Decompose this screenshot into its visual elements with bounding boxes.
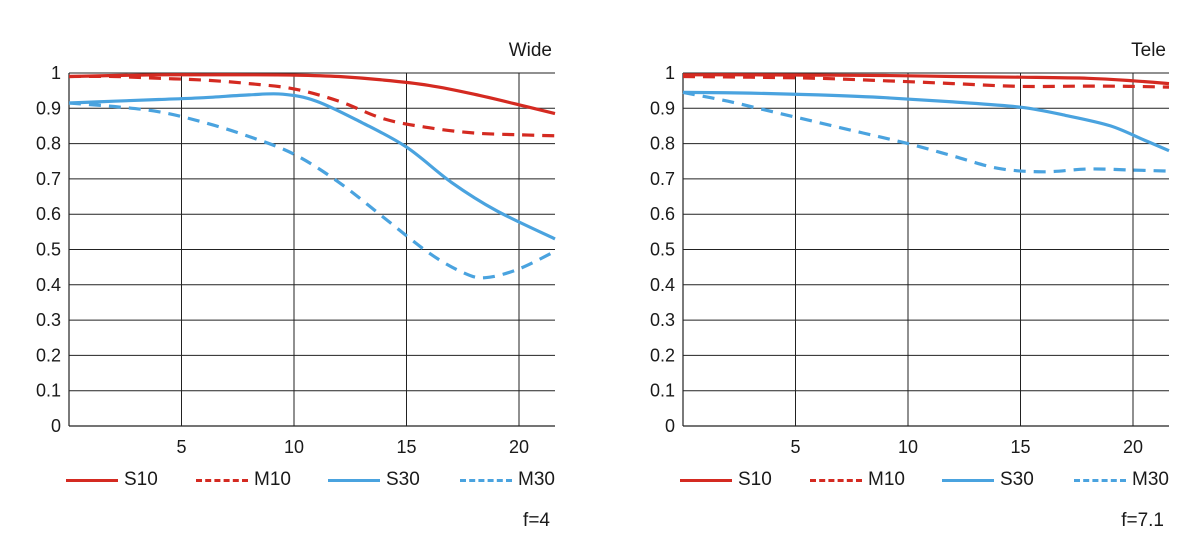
y-tick-label: 0.1 <box>36 381 61 401</box>
series-line-s30 <box>68 92 556 241</box>
y-tick-label: 0.1 <box>650 381 675 401</box>
x-tick-label: 5 <box>790 437 800 457</box>
legend-item-s30: S30 <box>328 468 420 492</box>
mtf-chart-wide: 00.10.20.30.40.50.60.70.80.915 10 15 20 <box>36 63 556 457</box>
y-tick-label: 0.2 <box>36 345 61 365</box>
y-tick-label: 0.4 <box>650 275 675 295</box>
series-line-m30 <box>682 90 1170 174</box>
y-tick-label: 0.8 <box>36 134 61 154</box>
legend: S10 M10 S30 M30 <box>66 468 556 492</box>
series-line-s10 <box>682 73 1170 86</box>
legend-item-m30: M30 <box>460 468 555 492</box>
legend-item-s10: S10 <box>66 468 158 492</box>
legend-item-s30: S30 <box>942 468 1034 492</box>
y-tick-label: 0.6 <box>36 204 61 224</box>
y-tick-label: 0.9 <box>650 98 675 118</box>
mtf-chart-tele: 00.10.20.30.40.50.60.70.80.915 10 15 20 <box>650 63 1170 457</box>
x-tick-label: 15 <box>396 437 416 457</box>
y-tick-label: 0.3 <box>36 310 61 330</box>
aperture-label: f=7.1 <box>1121 510 1164 531</box>
legend-item-s10: S10 <box>680 468 772 492</box>
x-tick-label: 5 <box>176 437 186 457</box>
series-line-s10 <box>68 73 556 116</box>
y-tick-label: 0.9 <box>36 98 61 118</box>
legend-line-s10 <box>66 478 118 482</box>
legend-line-m30 <box>460 478 512 482</box>
y-tick-label: 0.7 <box>650 169 675 189</box>
grid <box>69 72 555 427</box>
y-tick-label: 0 <box>665 416 675 436</box>
series-line-m30 <box>68 101 556 280</box>
legend-item-m10: M10 <box>196 468 291 492</box>
legend-line-m10 <box>196 478 248 482</box>
legend-item-m10: M10 <box>810 468 905 492</box>
y-tick-label: 1 <box>665 63 675 83</box>
y-tick-label: 0.3 <box>650 310 675 330</box>
series-line-s30 <box>682 90 1170 153</box>
y-tick-label: 0.4 <box>36 275 61 295</box>
mtf-chart-tele-panel: 0 0.1 0.2 0.3 0.4 0.5 0.6 0.7 0.8 0.9 1 5 10 15 20 Tel… <box>622 16 1198 538</box>
y-tick-label: 0.7 <box>36 169 61 189</box>
legend-label-m10: M10 <box>254 469 291 490</box>
legend-line-m10 <box>810 478 862 482</box>
y-tick-label: 0.8 <box>650 134 675 154</box>
legend-label-s30: S30 <box>386 469 420 490</box>
y-tick-label: 0.5 <box>650 240 675 260</box>
series-line-m10 <box>68 74 556 138</box>
y-tick-label: 0.5 <box>36 240 61 260</box>
grid <box>683 72 1169 427</box>
legend-label-s10: S10 <box>124 469 158 490</box>
x-tick-label: 15 <box>1010 437 1030 457</box>
legend-label-s10: S10 <box>738 469 772 490</box>
y-tick-label: 0.6 <box>650 204 675 224</box>
legend-label-m10: M10 <box>868 469 905 490</box>
legend-label-s30: S30 <box>1000 469 1034 490</box>
x-tick-label: 20 <box>1123 437 1143 457</box>
y-tick-label: 1 <box>51 63 61 83</box>
legend-item-m30: M30 <box>1074 468 1169 492</box>
legend-label-m30: M30 <box>518 469 555 490</box>
legend-line-m30 <box>1074 478 1126 482</box>
legend-line-s30 <box>942 478 994 482</box>
y-tick-label: 0 <box>51 416 61 436</box>
x-tick-label: 10 <box>898 437 918 457</box>
aperture-label: f=4 <box>523 510 550 531</box>
y-tick-label: 0.2 <box>650 345 675 365</box>
series-line-m10 <box>682 74 1170 89</box>
x-tick-label: 20 <box>509 437 529 457</box>
chart-title: Wide <box>508 40 552 61</box>
legend-line-s10 <box>680 478 732 482</box>
legend-line-s30 <box>328 478 380 482</box>
x-tick-label: 10 <box>284 437 304 457</box>
legend: S10 M10 S30 M30 <box>680 468 1170 492</box>
mtf-chart-wide-panel: 0 0.1 0.2 0.3 0.4 0.5 0.6 0.7 0.8 0.9 1 5 10 15 20 Wid… <box>8 16 584 538</box>
legend-label-m30: M30 <box>1132 469 1169 490</box>
chart-title: Tele <box>1131 40 1166 61</box>
